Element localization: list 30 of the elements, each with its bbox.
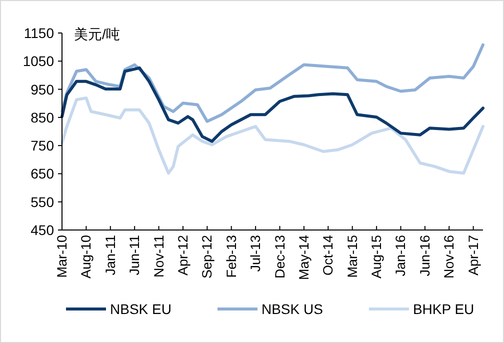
y-tick-label: 1050 bbox=[22, 53, 54, 70]
y-tick-label: 850 bbox=[30, 109, 54, 126]
legend-label: NBSK EU bbox=[110, 301, 172, 317]
x-tick-label: Feb-13 bbox=[224, 235, 239, 278]
x-tick-label: Dec-13 bbox=[272, 235, 288, 279]
x-tick-label: Jan-11 bbox=[102, 235, 118, 276]
x-tick-label: Jun-16 bbox=[417, 235, 432, 276]
x-tick-label: Nov-16 bbox=[442, 235, 457, 279]
y-tick-label: 450 bbox=[30, 222, 54, 238]
x-tick-label: Nov-11 bbox=[151, 235, 166, 278]
x-tick-label: Mar-15 bbox=[344, 235, 360, 278]
x-tick-label: May-14 bbox=[296, 234, 312, 280]
x-tick-label: Mar-10 bbox=[54, 235, 70, 278]
y-tick-label: 650 bbox=[30, 166, 54, 182]
legend-label: NBSK US bbox=[261, 301, 323, 317]
x-tick-label: Apr-12 bbox=[175, 235, 190, 276]
x-tick-label: Aug-10 bbox=[78, 235, 94, 279]
x-tick-label: Sep-12 bbox=[200, 235, 215, 279]
y-tick-label: 950 bbox=[30, 81, 54, 98]
x-tick-label: Oct-14 bbox=[320, 234, 336, 276]
legend-label: BHKP EU bbox=[412, 301, 474, 317]
y-tick-label: 1150 bbox=[24, 25, 54, 41]
x-tick-label: Apr-17 bbox=[466, 235, 481, 276]
y-tick-label: 550 bbox=[30, 194, 54, 210]
x-tick-label: Aug-15 bbox=[369, 235, 384, 279]
x-tick-label: Jul-13 bbox=[248, 235, 264, 272]
y-tick-label: 750 bbox=[30, 138, 54, 154]
x-tick-label: Jan-16 bbox=[393, 235, 408, 276]
y-axis-title: 美元/吨 bbox=[74, 26, 120, 42]
x-tick-label: Jun-11 bbox=[127, 235, 142, 276]
